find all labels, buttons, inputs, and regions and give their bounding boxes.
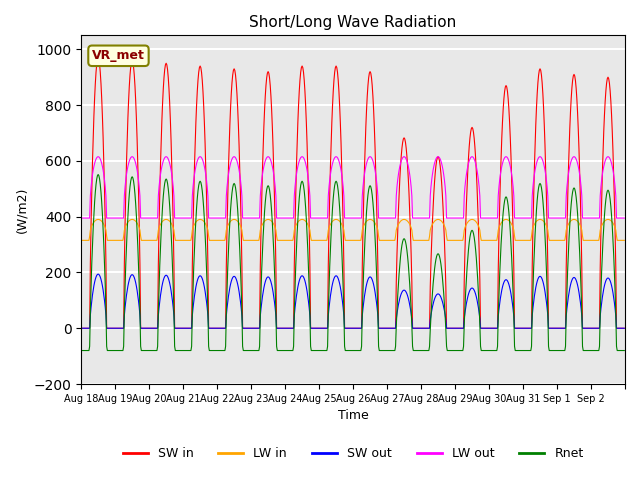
Legend: SW in, LW in, SW out, LW out, Rnet: SW in, LW in, SW out, LW out, Rnet [118,442,589,465]
Y-axis label: (W/m2): (W/m2) [15,186,28,233]
X-axis label: Time: Time [338,409,369,422]
Title: Short/Long Wave Radiation: Short/Long Wave Radiation [250,15,457,30]
Text: VR_met: VR_met [92,49,145,62]
